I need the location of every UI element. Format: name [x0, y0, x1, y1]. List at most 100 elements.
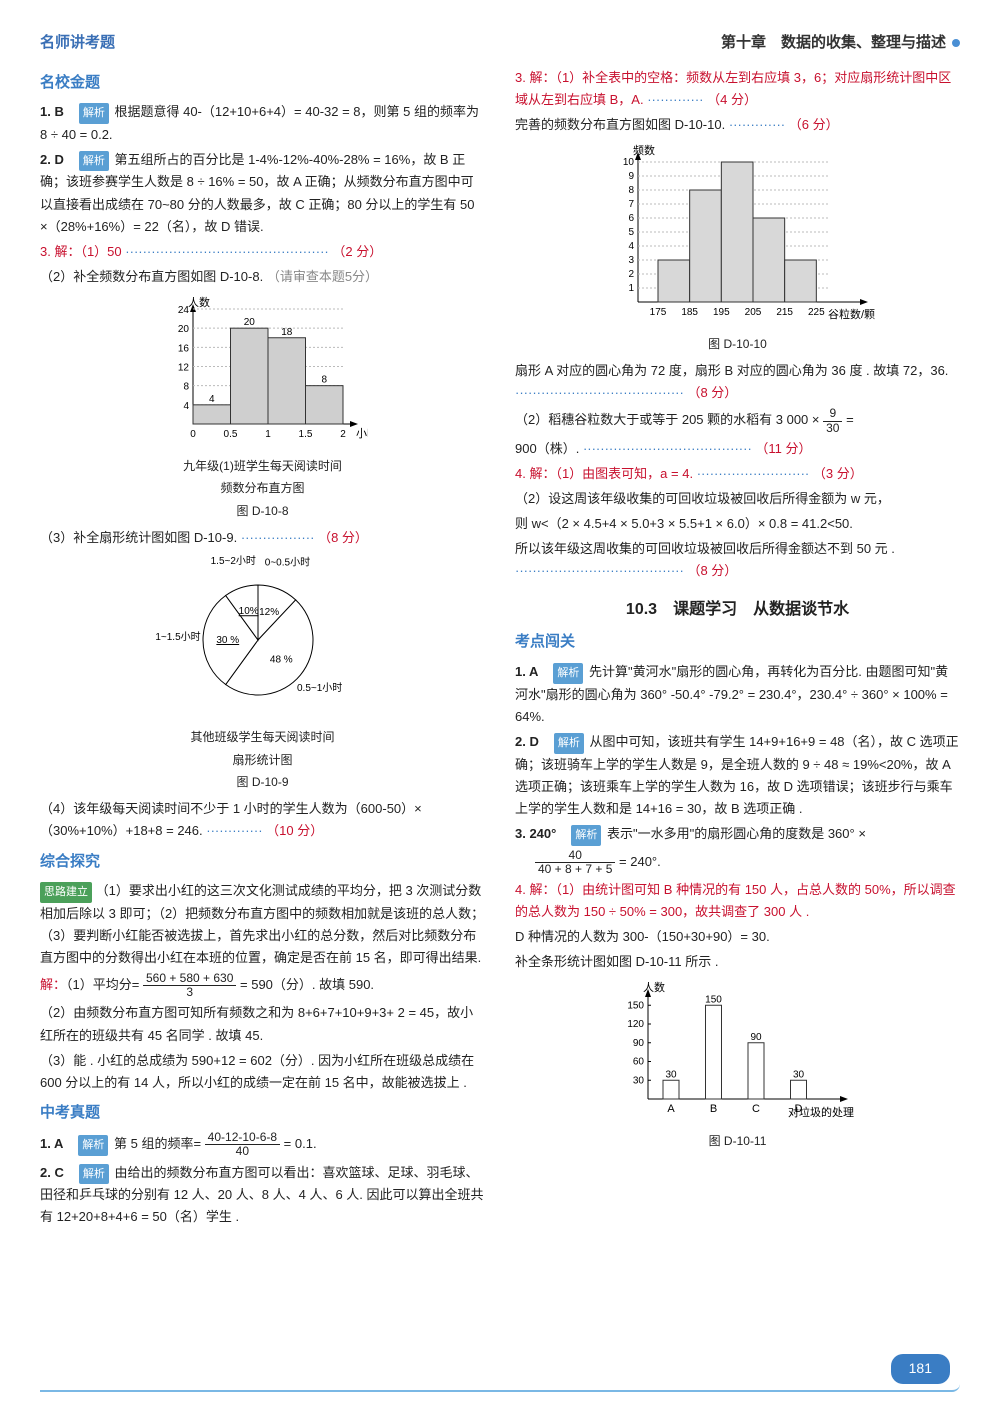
- svg-text:小时: 小时: [356, 427, 368, 440]
- section-title: 10.3 课题学习 从数据谈节水: [515, 596, 960, 623]
- svg-text:120: 120: [627, 1019, 644, 1030]
- answer-label: 2. D: [515, 734, 539, 749]
- points: （3 分）: [813, 466, 863, 481]
- svg-text:60: 60: [632, 1057, 644, 1068]
- svg-text:12: 12: [177, 362, 189, 373]
- body-text: =: [846, 412, 854, 427]
- body-text: （2）由频数分布直方图可知所有频数之和为 8+6+7+10+9+3+ 2 = 4…: [40, 1002, 485, 1046]
- svg-text:20: 20: [177, 324, 189, 335]
- svg-text:0.5~1小时: 0.5~1小时: [296, 682, 341, 694]
- svg-text:B: B: [709, 1103, 716, 1115]
- svg-text:185: 185: [681, 307, 698, 318]
- svg-text:9: 9: [628, 171, 634, 182]
- body-text: = 0.1.: [284, 1136, 317, 1151]
- body-text: （1）平均分=: [66, 977, 139, 992]
- analysis-tag: 解析: [571, 825, 601, 846]
- body-text: 表示"一水多用"的扇形圆心角的度数是 360° ×: [607, 826, 866, 841]
- svg-text:1~1.5小时: 1~1.5小时: [155, 631, 200, 643]
- page-number: 181: [891, 1354, 950, 1384]
- svg-text:人数: 人数: [188, 296, 210, 309]
- section-head: 名校金题: [40, 70, 485, 96]
- figure-caption: 九年级(1)班学生每天阅读时间: [40, 456, 485, 476]
- points: （8 分）: [687, 385, 737, 400]
- figure-caption: 图 D-10-8: [40, 501, 485, 521]
- svg-text:4: 4: [183, 401, 189, 412]
- analysis-tag: 解析: [79, 151, 109, 172]
- section-head: 综合探究: [40, 849, 485, 875]
- svg-text:1.5: 1.5: [298, 429, 312, 440]
- svg-text:4: 4: [628, 241, 634, 252]
- figure-caption: 频数分布直方图: [40, 478, 485, 498]
- svg-text:10%: 10%: [238, 606, 258, 617]
- points: （6 分）: [789, 117, 839, 132]
- svg-text:3: 3: [628, 255, 634, 266]
- answer-label: 1. B: [40, 104, 64, 119]
- svg-text:对垃圾的处理: 对垃圾的处理: [788, 1105, 854, 1119]
- svg-text:谷粒数/颗: 谷粒数/颗: [828, 307, 875, 321]
- points: （2 分）: [332, 244, 382, 259]
- figure-d-10-9: 0~0.5小时12%0.5~1小时48 %1~1.5小时30 %1.5~2小时1…: [40, 555, 485, 792]
- analysis-tag: 解析: [554, 733, 584, 754]
- section-head: 考点闯关: [515, 629, 960, 655]
- solution-text: 3. 解：（1）50: [40, 244, 122, 259]
- svg-text:30: 30: [665, 1070, 677, 1081]
- svg-text:8: 8: [321, 375, 327, 386]
- svg-text:6: 6: [628, 213, 634, 224]
- answer-label: 1. A: [515, 664, 538, 679]
- points: （11 分）: [755, 441, 811, 456]
- body-text: = 240°.: [619, 854, 661, 869]
- analysis-tag: 解析: [79, 103, 109, 124]
- svg-text:150: 150: [627, 1001, 644, 1012]
- points: （8 分）: [687, 563, 737, 578]
- answer-label: 2. D: [40, 152, 64, 167]
- svg-text:225: 225: [807, 307, 824, 318]
- points: （8 分）: [318, 530, 368, 545]
- svg-text:2: 2: [340, 429, 346, 440]
- svg-text:1: 1: [628, 283, 634, 294]
- body-text: （1）要求出小红的这三次文化测试成绩的平均分，把 3 次测试分数相加后除以 3 …: [40, 883, 484, 965]
- body-text: （3）能 . 小红的总成绩为 590+12 = 602（分）. 因为小红所在班级…: [40, 1050, 485, 1094]
- body-text: 第 5 组的频率=: [114, 1136, 201, 1151]
- body-text: 完善的频数分布直方图如图 D-10-10.: [515, 117, 725, 132]
- figure-d-10-8: 人数 4812162024 420188 00.511.52 小时 九年级(1)…: [40, 294, 485, 521]
- body-text: 补全条形统计图如图 D-10-11 所示 .: [515, 951, 960, 973]
- body-text: = 590（分）. 故填 590.: [240, 977, 374, 992]
- svg-text:8: 8: [628, 185, 634, 196]
- chapter-title: 第十章 数据的收集、整理与描述: [721, 30, 960, 56]
- body-text: （2）补全频数分布直方图如图 D-10-8.: [40, 269, 263, 284]
- figure-d-10-10: 频数 12345678910 175185195205215225 谷粒数/颗 …: [515, 142, 960, 354]
- figure-caption: 其他班级学生每天阅读时间: [40, 727, 485, 747]
- svg-text:8: 8: [183, 382, 189, 393]
- svg-text:175: 175: [649, 307, 666, 318]
- figure-caption: 图 D-10-11: [515, 1131, 960, 1151]
- answer-label: 2. C: [40, 1165, 64, 1180]
- svg-text:5: 5: [628, 227, 634, 238]
- svg-text:1.5~2小时: 1.5~2小时: [210, 555, 255, 567]
- svg-text:0.5: 0.5: [223, 429, 237, 440]
- method-tag: 思路建立: [40, 882, 92, 903]
- svg-text:4: 4: [208, 394, 214, 405]
- right-column: 3. 解：（1）补全表中的空格：频数从左到右应填 3，6；对应扇形统计图中区域从…: [515, 64, 960, 1232]
- svg-text:7: 7: [628, 199, 634, 210]
- body-text: （2）设这周该年级收集的可回收垃圾被回收后所得金额为 w 元，: [515, 488, 960, 510]
- solution-label: 解：: [40, 977, 66, 992]
- body-text: （2）稻穗谷粒数大于或等于 205 颗的水稻有 3 000 ×: [515, 412, 820, 427]
- answer-label: 3. 240°: [515, 826, 556, 841]
- points: （10 分）: [266, 823, 323, 838]
- svg-text:0: 0: [190, 429, 196, 440]
- svg-text:12%: 12%: [259, 607, 279, 618]
- svg-text:20: 20: [243, 317, 255, 328]
- section-head: 中考真题: [40, 1100, 485, 1126]
- svg-text:16: 16: [177, 343, 189, 354]
- body-text: 则 w<（2 × 4.5+4 × 5.0+3 × 5.5+1 × 6.0）× 0…: [515, 513, 960, 535]
- analysis-tag: 解析: [78, 1135, 108, 1156]
- figure-d-10-11: 人数 306090120150 301509030 ABCD 对垃圾的处理 图 …: [515, 979, 960, 1151]
- svg-text:人数: 人数: [643, 981, 665, 994]
- body-text: D 种情况的人数为 300-（150+30+90）= 30.: [515, 926, 960, 948]
- svg-text:A: A: [667, 1103, 675, 1115]
- figure-caption: 扇形统计图: [40, 750, 485, 770]
- svg-text:30: 30: [792, 1070, 804, 1081]
- svg-text:195: 195: [712, 307, 729, 318]
- svg-text:90: 90: [750, 1032, 762, 1043]
- svg-text:90: 90: [632, 1038, 644, 1049]
